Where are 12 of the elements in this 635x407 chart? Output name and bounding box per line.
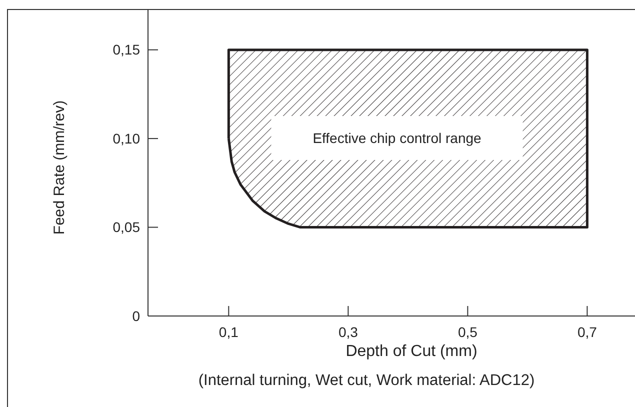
text: (Internal turning, Wet cut, Work material: ADC12) xyxy=(198,372,535,389)
y-tick-label: 0,10 xyxy=(112,130,140,146)
x-tick-label: 0,3 xyxy=(338,324,358,340)
x-tick-label: 0,7 xyxy=(577,324,598,340)
y-axis-title: Feed Rate (mm/rev) xyxy=(51,100,68,235)
annotation: Effective chip control range xyxy=(312,130,482,146)
y-tick-label: 0 xyxy=(132,308,140,324)
y-tick-label: 0,05 xyxy=(112,219,140,236)
x-axis-title: Depth of Cut (mm) xyxy=(346,343,478,360)
x-tick-label: 0,5 xyxy=(458,324,478,340)
x-tick-label: 0,1 xyxy=(218,324,239,340)
y-tick-label: 0,15 xyxy=(112,42,140,58)
